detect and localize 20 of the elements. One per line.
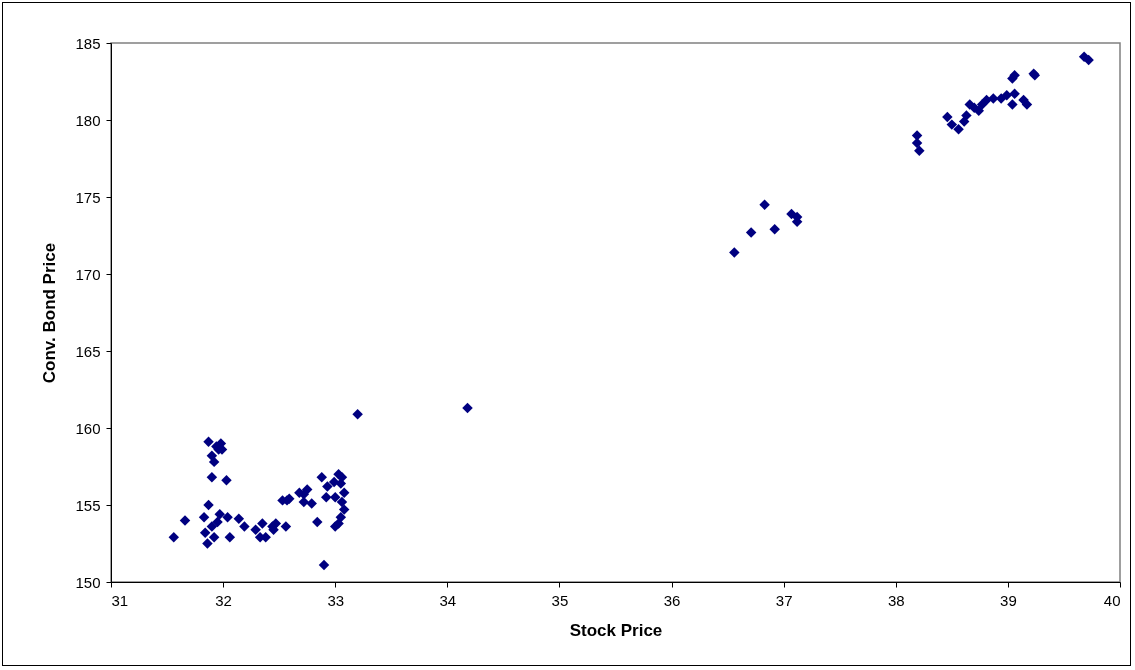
y-tick-label: 165 [75, 342, 101, 360]
y-axis-title: Conv. Bond Price [40, 242, 60, 384]
y-tick-label: 150 [75, 573, 101, 591]
y-tick-label: 180 [75, 111, 101, 129]
x-tick-label: 40 [1103, 591, 1121, 609]
x-tick-label: 35 [551, 591, 569, 609]
x-tick-label: 31 [111, 591, 129, 609]
x-tick-label: 37 [775, 591, 793, 609]
y-tick-label: 160 [75, 419, 101, 437]
x-tick-label: 32 [215, 591, 232, 609]
x-axis-title: Stock Price [569, 620, 663, 640]
x-tick-label: 39 [1000, 591, 1017, 609]
x-tick-label: 38 [887, 591, 905, 609]
y-tick-label: 175 [75, 188, 101, 206]
x-tick-label: 36 [663, 591, 681, 609]
y-tick-label: 155 [75, 496, 101, 514]
y-tick-label: 185 [75, 34, 101, 52]
x-tick-label: 34 [439, 591, 457, 609]
y-tick-label: 170 [75, 265, 101, 283]
x-tick-label: 33 [327, 591, 345, 609]
